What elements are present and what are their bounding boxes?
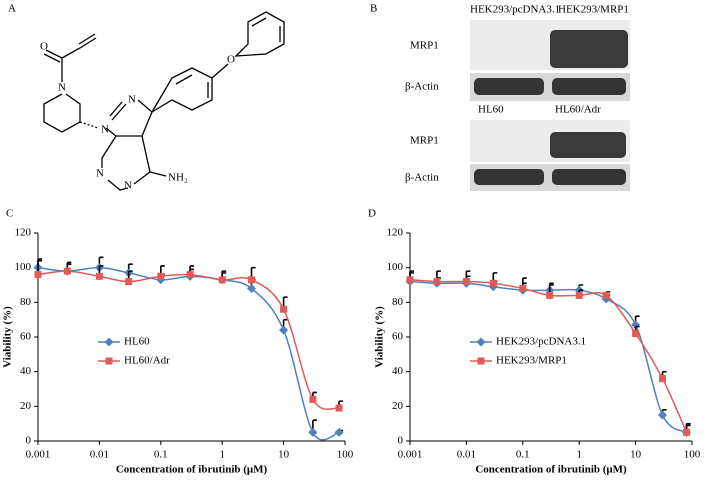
x-tick-label: 0.01 [90,449,109,461]
blot-band [550,132,626,158]
chemical-structure: O N N N N N NH₂ O [40,11,285,192]
marker [308,427,318,437]
legend-marker [477,357,485,365]
atom-label: N [101,124,109,136]
y-tick-label: 0 [398,435,404,447]
marker [632,330,640,338]
marker [462,278,470,286]
x-tick-label: 1 [576,449,582,461]
row-label: MRP1 [410,40,439,52]
x-tick-label: 10 [278,449,290,461]
x-axis-title: Concentration of ibrutinib (μM) [475,464,627,476]
western-blot: HEK293/pcDNA3.1 HEK293/MRP1 MRP1 β-Actin… [405,4,630,191]
y-tick-label: 100 [15,261,32,273]
blot-band [550,30,628,68]
marker [406,276,414,284]
legend-label: HL60/Adr [124,355,170,367]
atom-label: NH₂ [168,172,188,184]
y-tick-label: 120 [387,227,404,239]
y-tick-label: 80 [392,296,404,308]
series [406,270,691,436]
atom-label: O [227,54,235,66]
marker [247,276,255,284]
blot-band [552,78,626,95]
marker [279,325,289,335]
panel-label: A [8,3,16,15]
y-axis-title: Viability (%) [2,306,14,368]
lane-label: HEK293/pcDNA3.1 [470,4,560,16]
legend-label: HEK293/pcDNA3.1 [496,336,586,348]
series-line [37,266,340,441]
x-axis-title: Concentration of ibrutinib (μM) [116,464,268,476]
y-axis-title: Viability (%) [374,306,386,368]
blot-band [474,78,544,95]
series-line [37,270,340,411]
row-label: β-Actin [405,172,439,184]
atom-label: N [128,94,136,106]
x-tick-label: 100 [684,449,701,461]
panel-label: D [368,208,376,220]
x-tick-label: 100 [337,449,354,461]
legend-marker [476,337,486,347]
lane-label: HEK293/MRP1 [558,4,629,16]
y-tick-label: 20 [20,400,32,412]
atom-label: N [124,180,132,192]
legend-marker [105,357,113,365]
y-tick-label: 80 [20,296,32,308]
x-tick-label: 0.1 [154,449,168,461]
y-tick-label: 20 [392,400,404,412]
x-tick-label: 0.001 [398,449,423,461]
marker [659,375,667,383]
atom-label: O [40,41,48,53]
atom-label: N [96,168,104,180]
marker [433,278,441,286]
marker [602,291,610,299]
lane-label: HL60/Adr [555,104,601,116]
marker [519,284,527,292]
row-label: MRP1 [410,135,439,147]
panel-label: B [370,3,377,15]
x-tick-label: 0.01 [457,449,476,461]
marker [63,267,71,275]
marker [186,271,194,279]
marker [246,283,256,293]
y-tick-label: 120 [15,227,32,239]
marker [95,272,103,280]
x-tick-label: 1 [219,449,225,461]
atom-label: N [58,82,66,94]
marker [334,427,344,437]
legend-marker [104,337,114,347]
y-tick-label: 60 [20,331,32,343]
blot-band [552,169,626,185]
marker [489,279,497,287]
marker [280,305,288,313]
marker [218,276,226,284]
marker [683,428,691,436]
marker [34,271,42,279]
marker [309,395,317,403]
y-tick-label: 40 [392,365,404,377]
x-tick-label: 10 [630,449,642,461]
marker [125,278,133,286]
blot-band [474,169,544,185]
marker [157,272,165,280]
row-label: β-Actin [405,81,439,93]
panel-label: C [6,208,13,220]
legend-label: HEK293/MRP1 [496,355,567,367]
marker [658,410,668,420]
series [34,259,344,412]
y-tick-label: 40 [20,365,32,377]
y-tick-label: 60 [392,331,404,343]
y-tick-label: 0 [26,435,32,447]
x-tick-label: 0.1 [516,449,530,461]
x-tick-label: 0.001 [26,449,51,461]
y-tick-label: 100 [387,261,404,273]
legend-label: HL60 [124,336,150,348]
marker [575,291,583,299]
marker [335,404,343,412]
lane-label: HL60 [478,104,504,116]
marker [546,291,554,299]
